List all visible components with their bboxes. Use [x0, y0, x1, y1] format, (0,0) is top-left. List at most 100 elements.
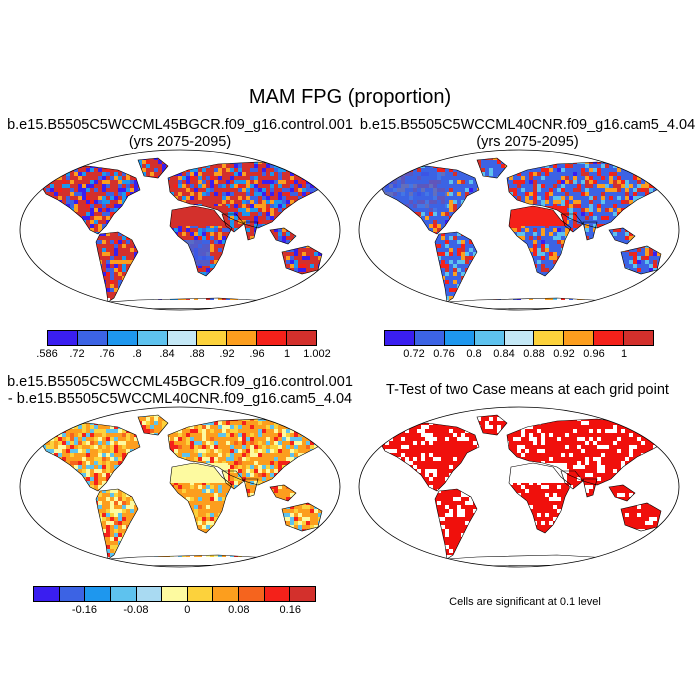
grid-cell: [294, 212, 298, 216]
grid-cell: [198, 288, 202, 292]
grid-cell: [549, 292, 553, 296]
grid-cell: [609, 196, 613, 200]
grid-cell: [525, 280, 529, 284]
grid-cell: [202, 272, 206, 276]
grid-cell: [122, 465, 126, 469]
grid-cell: [282, 405, 286, 409]
grid-cell: [246, 405, 250, 409]
grid-cell: [290, 280, 294, 284]
grid-cell: [481, 208, 485, 212]
grid-cell: [473, 172, 477, 176]
grid-cell: [489, 168, 493, 172]
grid-cell: [665, 252, 667, 256]
grid-cell: [357, 200, 361, 204]
grid-cell: [437, 152, 441, 156]
grid-cell: [130, 421, 134, 425]
grid-cell: [477, 268, 481, 272]
grid-cell: [397, 244, 401, 248]
grid-cell: [441, 288, 445, 292]
grid-cell: [98, 449, 102, 453]
grid-cell: [122, 180, 126, 184]
grid-cell: [230, 457, 234, 461]
grid-cell: [282, 228, 286, 232]
grid-cell: [50, 232, 54, 236]
grid-cell: [98, 461, 102, 465]
grid-cell: [326, 421, 328, 425]
grid-cell: [493, 252, 497, 256]
grid-cell: [326, 224, 328, 228]
grid-cell: [146, 224, 150, 228]
grid-cell: [549, 158, 553, 160]
grid-cell: [473, 216, 477, 220]
grid-cell: [36, 429, 38, 433]
grid-cell: [110, 208, 114, 212]
grid-cell: [314, 461, 318, 465]
grid-cell: [637, 172, 641, 176]
grid-cell: [36, 268, 38, 272]
grid-cell: [501, 204, 505, 208]
colorbar-boxes: [384, 330, 654, 346]
grid-cell: [230, 220, 234, 224]
grid-cell: [298, 292, 302, 296]
grid-cell: [146, 260, 150, 264]
grid-cell: [649, 220, 653, 224]
grid-cell: [150, 152, 154, 156]
grid-cell: [26, 264, 30, 268]
grid-cell: [405, 260, 409, 264]
grid-cell: [150, 437, 154, 441]
grid-cell: [322, 220, 326, 224]
grid-cell: [653, 220, 657, 224]
grid-cell: [186, 415, 190, 417]
grid-cell: [501, 180, 505, 184]
grid-cell: [473, 164, 477, 168]
grid-cell: [258, 465, 262, 469]
grid-cell: [70, 409, 74, 413]
grid-cell: [661, 172, 665, 176]
grid-cell: [50, 200, 54, 204]
grid-cell: [314, 280, 318, 284]
grid-cell: [525, 264, 529, 268]
grid-cell: [266, 148, 270, 152]
grid-cell: [314, 240, 318, 244]
grid-cell: [78, 240, 82, 244]
grid-cell: [234, 256, 238, 260]
grid-cell: [86, 405, 90, 409]
grid-cell: [397, 268, 401, 272]
grid-cell: [278, 158, 282, 160]
grid-cell: [673, 224, 677, 228]
grid-cell: [541, 244, 545, 248]
grid-cell: [162, 441, 166, 445]
grid-cell: [310, 280, 314, 284]
grid-cell: [194, 184, 198, 188]
colorbar-box: [197, 331, 228, 345]
grid-cell: [102, 296, 106, 300]
grid-cell: [18, 244, 22, 248]
grid-cell: [334, 276, 338, 280]
grid-cell: [158, 256, 162, 260]
grid-cell: [573, 244, 577, 248]
grid-cell: [557, 184, 561, 188]
grid-cell: [330, 296, 334, 300]
grid-cell: [214, 184, 218, 188]
grid-cell: [226, 252, 230, 256]
grid-cell: [298, 409, 302, 413]
grid-cell: [162, 415, 166, 417]
grid-cell: [154, 288, 158, 292]
grid-cell: [306, 152, 310, 156]
grid-cell: [210, 284, 214, 288]
grid-cell: [585, 244, 589, 248]
grid-cell: [597, 232, 601, 236]
grid-cell: [529, 272, 533, 276]
grid-cell: [621, 268, 625, 272]
grid-cell: [218, 248, 222, 252]
grid-cell: [174, 425, 178, 429]
grid-cell: [98, 236, 102, 240]
grid-cell: [621, 148, 625, 152]
grid-cell: [194, 449, 198, 453]
grid-cell: [58, 244, 62, 248]
grid-cell: [629, 164, 633, 168]
grid-cell: [274, 429, 278, 433]
grid-cell: [657, 176, 661, 180]
grid-cell: [421, 240, 425, 244]
grid-cell: [369, 176, 373, 180]
